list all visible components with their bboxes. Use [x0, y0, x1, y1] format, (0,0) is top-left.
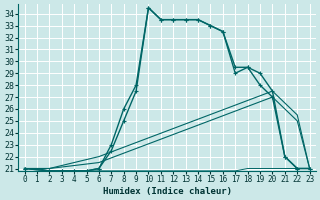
X-axis label: Humidex (Indice chaleur): Humidex (Indice chaleur) [103, 187, 232, 196]
